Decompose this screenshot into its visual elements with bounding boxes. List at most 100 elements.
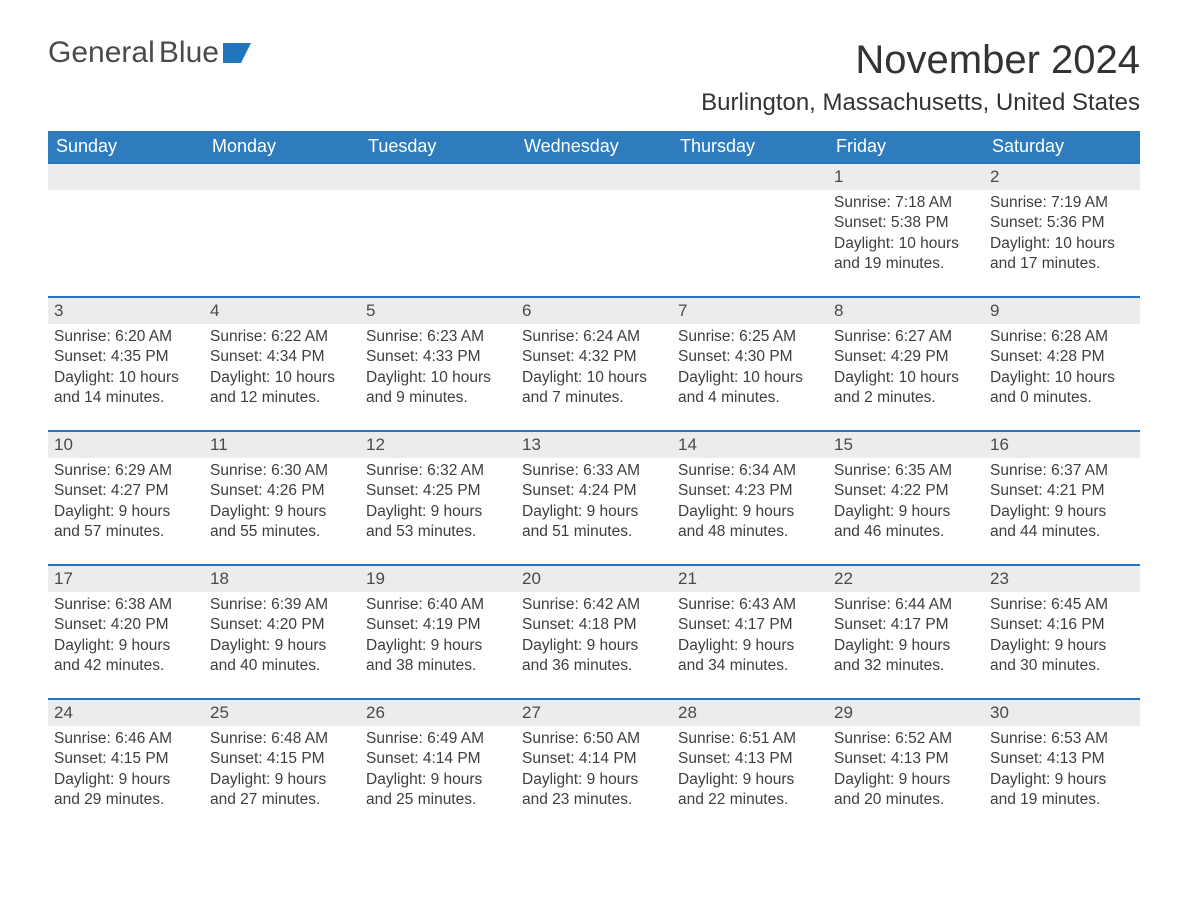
day-details: Sunrise: 6:44 AMSunset: 4:17 PMDaylight:… [828,592,984,685]
day-d2: and 23 minutes. [522,790,666,810]
day-sunrise: Sunrise: 6:30 AM [210,461,354,481]
day-sunset: Sunset: 4:21 PM [990,481,1134,501]
day-d2: and 25 minutes. [366,790,510,810]
day-d2: and 17 minutes. [990,254,1134,274]
day-d2: and 36 minutes. [522,656,666,676]
day-number-empty [516,164,672,190]
calendar-body: 1Sunrise: 7:18 AMSunset: 5:38 PMDaylight… [48,163,1140,833]
day-d1: Daylight: 10 hours [210,368,354,388]
day-number: 1 [828,164,984,190]
day-details: Sunrise: 6:30 AMSunset: 4:26 PMDaylight:… [204,458,360,551]
day-sunrise: Sunrise: 6:22 AM [210,327,354,347]
day-d1: Daylight: 9 hours [210,770,354,790]
day-number-empty [204,164,360,190]
day-details: Sunrise: 6:29 AMSunset: 4:27 PMDaylight:… [48,458,204,551]
day-number: 16 [984,432,1140,458]
calendar-day: 1Sunrise: 7:18 AMSunset: 5:38 PMDaylight… [828,163,984,297]
day-details: Sunrise: 6:38 AMSunset: 4:20 PMDaylight:… [48,592,204,685]
day-details: Sunrise: 6:39 AMSunset: 4:20 PMDaylight:… [204,592,360,685]
day-sunrise: Sunrise: 6:49 AM [366,729,510,749]
day-number: 21 [672,566,828,592]
day-sunrise: Sunrise: 6:37 AM [990,461,1134,481]
day-d2: and 55 minutes. [210,522,354,542]
day-d2: and 0 minutes. [990,388,1134,408]
day-sunrise: Sunrise: 6:48 AM [210,729,354,749]
day-sunset: Sunset: 4:33 PM [366,347,510,367]
day-d1: Daylight: 9 hours [834,502,978,522]
day-details: Sunrise: 6:35 AMSunset: 4:22 PMDaylight:… [828,458,984,551]
day-d2: and 51 minutes. [522,522,666,542]
day-details: Sunrise: 6:45 AMSunset: 4:16 PMDaylight:… [984,592,1140,685]
day-d2: and 4 minutes. [678,388,822,408]
day-d1: Daylight: 10 hours [990,368,1134,388]
day-sunset: Sunset: 4:15 PM [54,749,198,769]
day-number: 7 [672,298,828,324]
day-d1: Daylight: 10 hours [366,368,510,388]
day-details: Sunrise: 6:20 AMSunset: 4:35 PMDaylight:… [48,324,204,417]
weekday-header: Friday [828,131,984,163]
calendar-empty-day [48,163,204,297]
day-details: Sunrise: 6:53 AMSunset: 4:13 PMDaylight:… [984,726,1140,819]
calendar-day: 22Sunrise: 6:44 AMSunset: 4:17 PMDayligh… [828,565,984,699]
day-d1: Daylight: 10 hours [54,368,198,388]
calendar-day: 17Sunrise: 6:38 AMSunset: 4:20 PMDayligh… [48,565,204,699]
day-sunrise: Sunrise: 6:39 AM [210,595,354,615]
day-number-empty [360,164,516,190]
day-sunset: Sunset: 4:32 PM [522,347,666,367]
calendar-day: 23Sunrise: 6:45 AMSunset: 4:16 PMDayligh… [984,565,1140,699]
day-number: 9 [984,298,1140,324]
day-number: 24 [48,700,204,726]
day-sunrise: Sunrise: 6:29 AM [54,461,198,481]
brand-logo: General Blue [48,38,251,68]
calendar-day: 24Sunrise: 6:46 AMSunset: 4:15 PMDayligh… [48,699,204,833]
day-d2: and 57 minutes. [54,522,198,542]
day-sunset: Sunset: 4:16 PM [990,615,1134,635]
day-d1: Daylight: 9 hours [366,502,510,522]
day-sunset: Sunset: 4:30 PM [678,347,822,367]
title-block: November 2024 Burlington, Massachusetts,… [701,38,1140,117]
day-sunrise: Sunrise: 6:32 AM [366,461,510,481]
day-d2: and 44 minutes. [990,522,1134,542]
day-sunrise: Sunrise: 6:52 AM [834,729,978,749]
day-number: 12 [360,432,516,458]
weekday-header: Thursday [672,131,828,163]
day-sunrise: Sunrise: 6:42 AM [522,595,666,615]
day-details: Sunrise: 6:32 AMSunset: 4:25 PMDaylight:… [360,458,516,551]
day-d1: Daylight: 9 hours [210,502,354,522]
calendar-day: 13Sunrise: 6:33 AMSunset: 4:24 PMDayligh… [516,431,672,565]
day-details: Sunrise: 6:22 AMSunset: 4:34 PMDaylight:… [204,324,360,417]
day-d2: and 9 minutes. [366,388,510,408]
day-sunrise: Sunrise: 6:38 AM [54,595,198,615]
day-sunrise: Sunrise: 6:24 AM [522,327,666,347]
calendar-day: 6Sunrise: 6:24 AMSunset: 4:32 PMDaylight… [516,297,672,431]
day-d1: Daylight: 9 hours [54,502,198,522]
day-d2: and 22 minutes. [678,790,822,810]
day-d2: and 48 minutes. [678,522,822,542]
calendar-day: 14Sunrise: 6:34 AMSunset: 4:23 PMDayligh… [672,431,828,565]
day-number: 27 [516,700,672,726]
calendar-day: 25Sunrise: 6:48 AMSunset: 4:15 PMDayligh… [204,699,360,833]
calendar-week: 17Sunrise: 6:38 AMSunset: 4:20 PMDayligh… [48,565,1140,699]
day-d1: Daylight: 10 hours [990,234,1134,254]
calendar-day: 16Sunrise: 6:37 AMSunset: 4:21 PMDayligh… [984,431,1140,565]
day-d1: Daylight: 9 hours [834,636,978,656]
day-details: Sunrise: 6:23 AMSunset: 4:33 PMDaylight:… [360,324,516,417]
calendar-day: 30Sunrise: 6:53 AMSunset: 4:13 PMDayligh… [984,699,1140,833]
day-d1: Daylight: 10 hours [678,368,822,388]
day-number: 6 [516,298,672,324]
calendar-day: 11Sunrise: 6:30 AMSunset: 4:26 PMDayligh… [204,431,360,565]
day-sunset: Sunset: 5:36 PM [990,213,1134,233]
day-d2: and 27 minutes. [210,790,354,810]
day-number-empty [48,164,204,190]
day-d2: and 19 minutes. [834,254,978,274]
day-d1: Daylight: 9 hours [522,770,666,790]
calendar-day: 12Sunrise: 6:32 AMSunset: 4:25 PMDayligh… [360,431,516,565]
day-d1: Daylight: 9 hours [54,770,198,790]
day-d2: and 34 minutes. [678,656,822,676]
day-sunrise: Sunrise: 6:45 AM [990,595,1134,615]
day-d1: Daylight: 9 hours [678,770,822,790]
day-details: Sunrise: 6:28 AMSunset: 4:28 PMDaylight:… [984,324,1140,417]
calendar-day: 19Sunrise: 6:40 AMSunset: 4:19 PMDayligh… [360,565,516,699]
calendar-empty-day [360,163,516,297]
day-d1: Daylight: 9 hours [54,636,198,656]
